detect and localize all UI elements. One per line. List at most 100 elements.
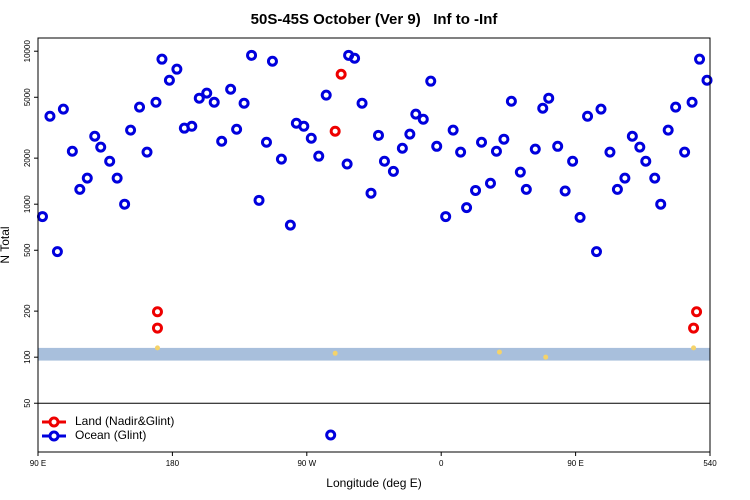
legend-marker	[48, 416, 60, 428]
point	[335, 68, 347, 80]
point	[231, 123, 243, 135]
point	[461, 202, 473, 214]
point	[66, 145, 78, 157]
y-tick-label: 2000	[23, 149, 32, 167]
point	[81, 172, 93, 184]
small-point	[332, 350, 338, 356]
point	[171, 63, 183, 75]
point	[701, 74, 713, 86]
point	[387, 165, 399, 177]
point	[36, 211, 48, 223]
y-tick-label: 5000	[23, 88, 32, 106]
point	[396, 142, 408, 154]
point	[253, 194, 265, 206]
point	[216, 135, 228, 147]
point	[156, 53, 168, 65]
point	[325, 429, 337, 441]
point	[404, 128, 416, 140]
point	[341, 158, 353, 170]
point	[649, 172, 661, 184]
point	[225, 83, 237, 95]
point	[51, 246, 63, 258]
point	[640, 155, 652, 167]
point	[686, 96, 698, 108]
point	[141, 146, 153, 158]
point	[520, 183, 532, 195]
y-tick-label: 10000	[23, 40, 32, 63]
point	[484, 177, 496, 189]
point	[529, 143, 541, 155]
point	[151, 322, 163, 334]
point	[591, 246, 603, 258]
x-tick-label: 0	[439, 459, 444, 468]
point	[619, 172, 631, 184]
point	[694, 53, 706, 65]
y-tick-label: 200	[23, 304, 32, 318]
point	[626, 130, 638, 142]
point	[476, 136, 488, 148]
point	[111, 172, 123, 184]
point	[431, 140, 443, 152]
point	[455, 146, 467, 158]
point	[246, 49, 258, 61]
point	[604, 146, 616, 158]
point	[313, 150, 325, 162]
point	[119, 198, 131, 210]
y-tick-label: 50	[23, 398, 32, 407]
point	[163, 74, 175, 86]
point	[378, 155, 390, 167]
point	[201, 87, 213, 99]
point	[266, 55, 278, 67]
x-tick-label: 180	[166, 459, 180, 468]
x-tick-label: 540	[703, 459, 717, 468]
point	[440, 211, 452, 223]
point	[134, 101, 146, 113]
point	[505, 95, 517, 107]
point	[543, 92, 555, 104]
point	[410, 108, 422, 120]
point	[582, 110, 594, 122]
point	[89, 130, 101, 142]
point	[208, 96, 220, 108]
point	[74, 183, 86, 195]
point	[356, 97, 368, 109]
point	[498, 133, 510, 145]
small-point	[496, 349, 502, 355]
point	[372, 129, 384, 141]
legend-label: Ocean (Glint)	[75, 428, 146, 442]
small-point	[154, 345, 160, 351]
point	[552, 140, 564, 152]
legend-marker	[48, 430, 60, 442]
point	[365, 187, 377, 199]
small-point	[691, 345, 697, 351]
point	[193, 92, 205, 104]
point	[425, 75, 437, 87]
point	[298, 120, 310, 132]
point	[44, 110, 56, 122]
point	[537, 102, 549, 114]
point	[634, 141, 646, 153]
point	[275, 153, 287, 165]
point	[260, 136, 272, 148]
point	[238, 97, 250, 109]
y-tick-label: 500	[23, 243, 32, 257]
point	[417, 113, 429, 125]
point	[574, 211, 586, 223]
y-axis-label: N Total	[0, 226, 12, 263]
point	[125, 124, 137, 136]
point	[329, 125, 341, 137]
y-tick-label: 100	[23, 350, 32, 364]
x-tick-label: 90 W	[297, 459, 316, 468]
x-axis-label: Longitude (deg E)	[326, 476, 421, 490]
x-tick-label: 90 E	[567, 459, 583, 468]
plot-frame	[37, 37, 711, 453]
x-tick-label: 90 E	[30, 459, 46, 468]
point	[490, 145, 502, 157]
legend-label: Land (Nadir&Glint)	[75, 414, 174, 428]
point	[679, 146, 691, 158]
point	[284, 219, 296, 231]
point	[691, 306, 703, 318]
point	[150, 96, 162, 108]
point	[688, 322, 700, 334]
